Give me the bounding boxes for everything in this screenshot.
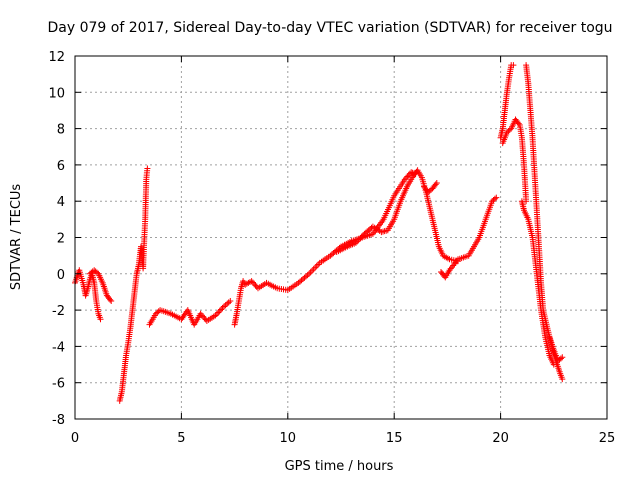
data-point (510, 62, 517, 69)
y-tick-label: 10 (48, 86, 65, 101)
data-point (557, 355, 564, 362)
y-tick-label: 0 (57, 268, 65, 283)
data-point (559, 376, 566, 383)
x-tick-label: 20 (492, 431, 509, 446)
y-tick-label: 6 (57, 159, 65, 174)
data-point (432, 181, 439, 188)
data-point (559, 354, 566, 361)
data-point (97, 316, 104, 323)
grid (75, 56, 607, 419)
x-tick-label: 10 (280, 431, 297, 446)
data-point (515, 120, 522, 127)
x-tick-label: 5 (177, 431, 185, 446)
data-point (433, 180, 440, 186)
data-point (107, 296, 114, 303)
x-axis-title: GPS time / hours (285, 459, 394, 474)
data-point (408, 169, 415, 176)
data-point (491, 195, 498, 202)
data-point (248, 278, 255, 285)
y-tick-label: -6 (52, 377, 65, 392)
data-point (401, 176, 408, 183)
data-point (198, 312, 205, 319)
x-tick-label: 0 (71, 431, 79, 446)
data-point (144, 165, 151, 172)
data-point (227, 298, 234, 304)
y-tick-label: -8 (52, 413, 65, 428)
y-tick-label: -4 (52, 340, 65, 355)
y-tick-label: 12 (48, 50, 65, 65)
y-tick-label: 2 (57, 232, 65, 247)
y-tick-label: 8 (57, 123, 65, 138)
x-tick-label: 15 (386, 431, 403, 446)
y-tick-label: 4 (57, 195, 65, 210)
y-tick-label: -2 (52, 304, 65, 319)
data-points (72, 62, 566, 404)
data-point (108, 298, 115, 304)
y-axis-title: SDTVAR / TECUs (9, 184, 24, 291)
axis-ticks: 0 5 10 15 20 25 -8 -6 -4 -2 0 2 4 6 8 10 12 (48, 50, 615, 446)
x-tick-label: 25 (599, 431, 616, 446)
data-point (493, 194, 500, 201)
chart-title: Day 079 of 2017, Sidereal Day-to-day VTE… (47, 20, 612, 36)
